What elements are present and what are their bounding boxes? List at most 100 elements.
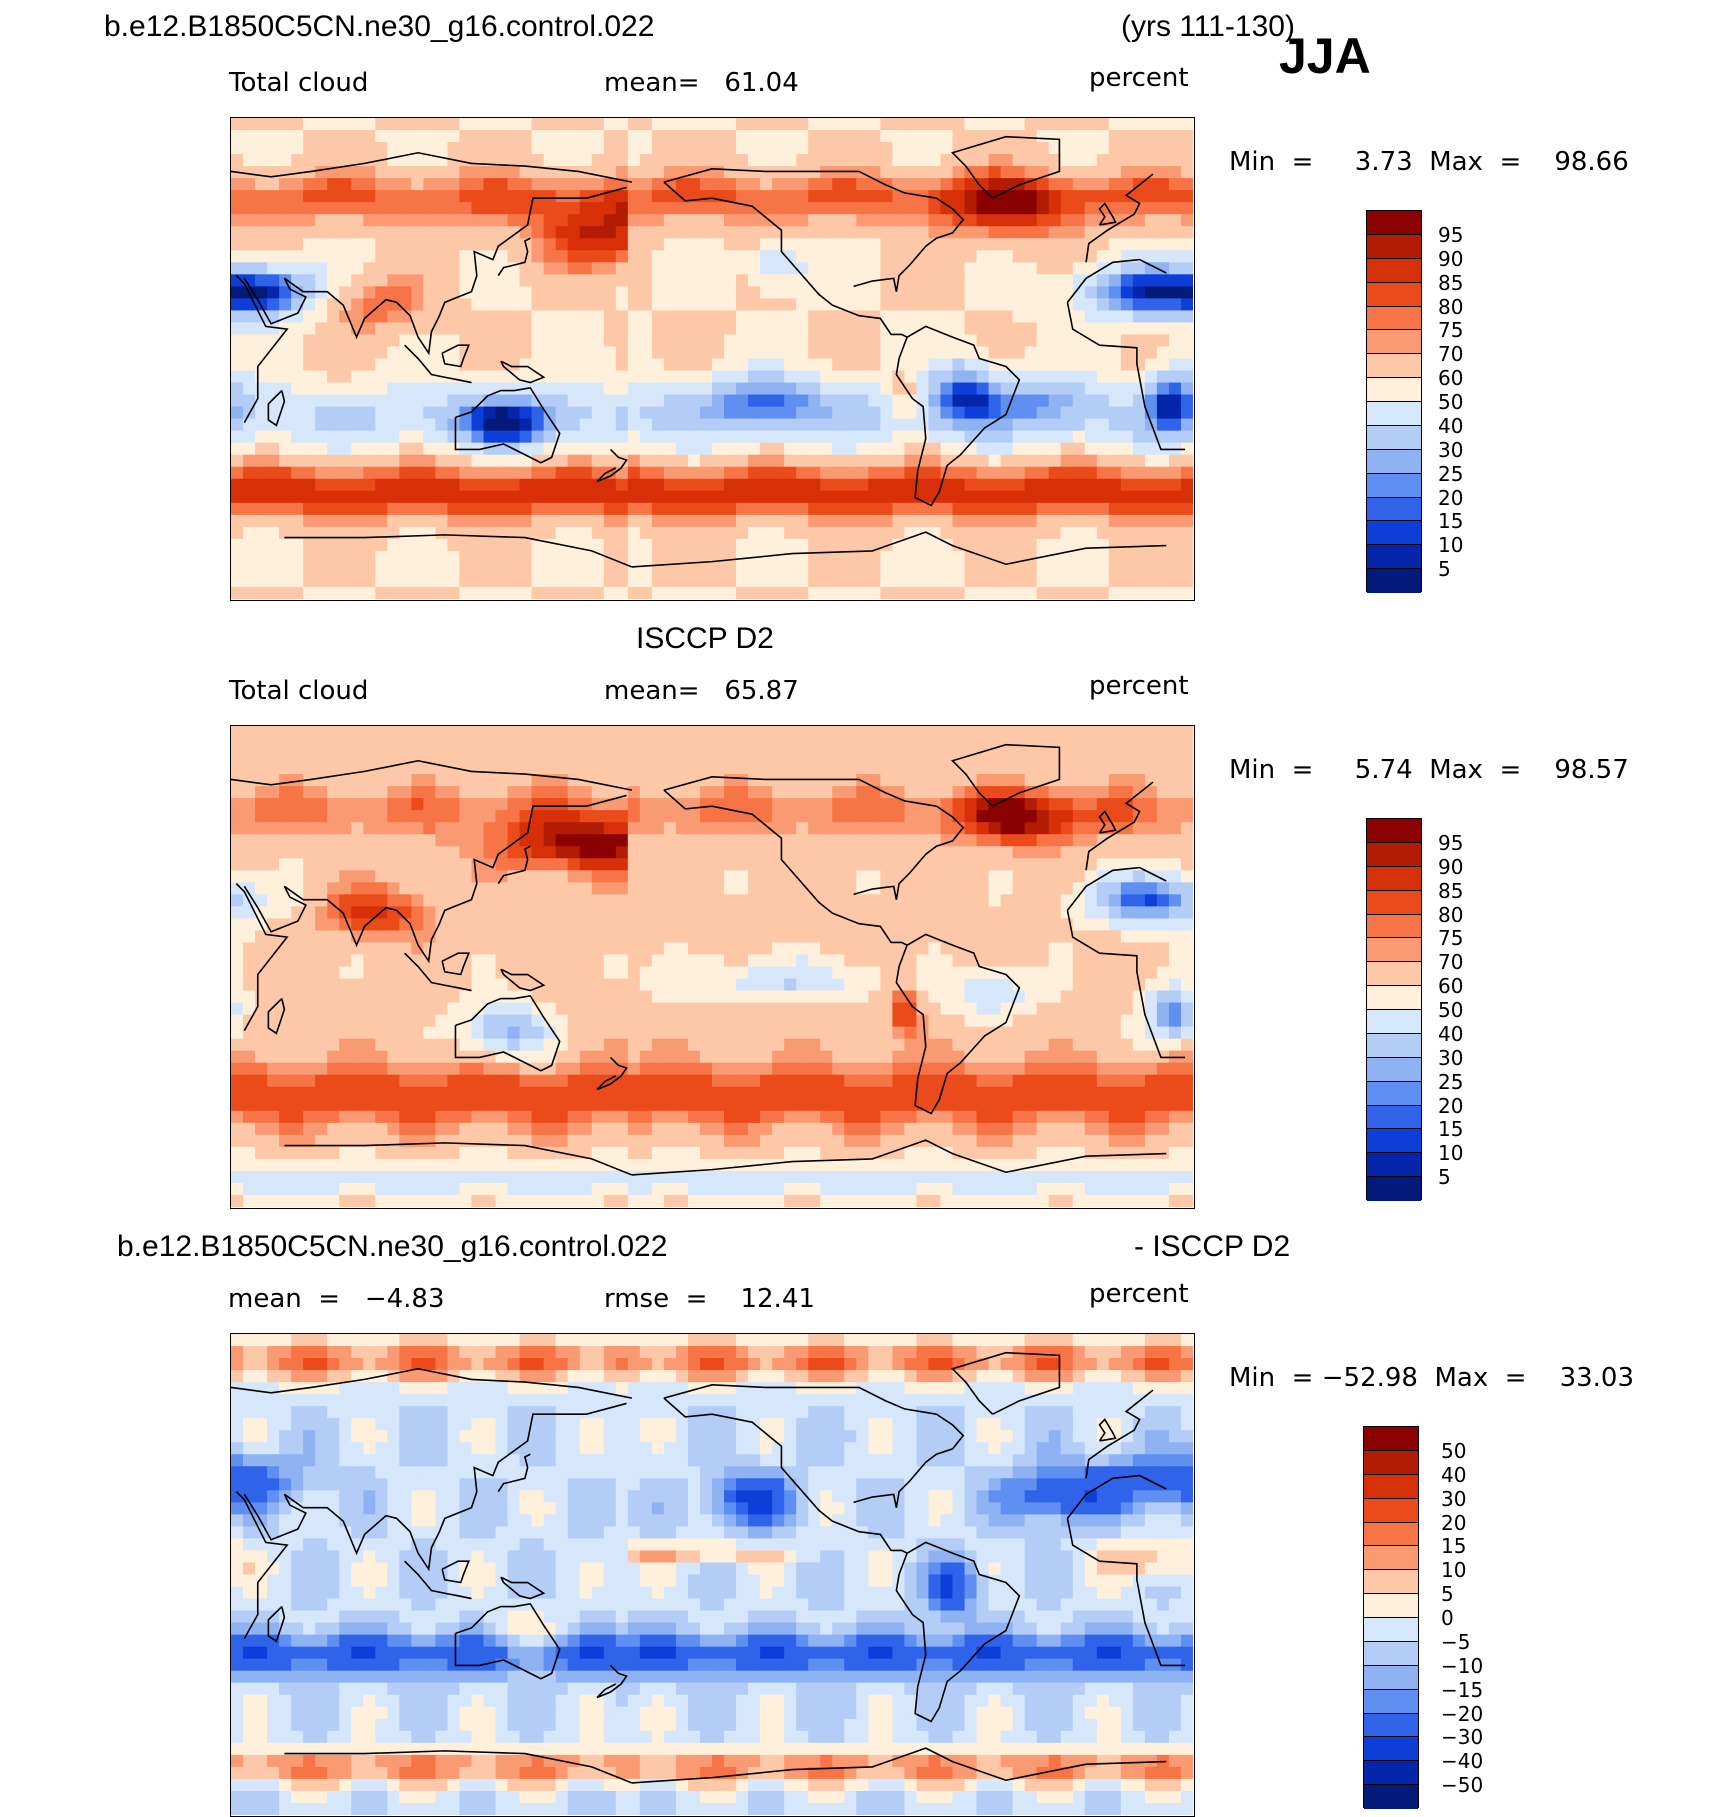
field-cell [363, 979, 376, 992]
field-cell [411, 882, 424, 895]
field-cell [1025, 918, 1038, 931]
field-cell [1073, 587, 1086, 599]
field-cell [940, 575, 953, 588]
field-cell [1025, 858, 1038, 871]
field-cell [844, 906, 857, 919]
field-cell [423, 383, 436, 396]
field-cell [1025, 894, 1038, 907]
field-cell [796, 539, 809, 552]
field-cell [688, 491, 701, 504]
field-cell [784, 954, 797, 967]
field-cell [953, 467, 966, 480]
field-cell [1181, 178, 1193, 191]
field-cell [592, 419, 605, 432]
field-cell [652, 419, 665, 432]
field-cell [399, 587, 412, 599]
field-cell [315, 786, 328, 799]
field-cell [1073, 310, 1086, 323]
field-cell [640, 226, 653, 239]
field-cell [965, 118, 978, 131]
field-cell [844, 166, 857, 179]
field-cell [664, 431, 677, 444]
field-cell [1061, 870, 1074, 883]
field-cell [652, 834, 665, 847]
field-cell [820, 395, 833, 408]
field-cell [928, 967, 941, 980]
field-cell [291, 587, 304, 599]
field-cell [532, 431, 545, 444]
field-cell [339, 942, 352, 955]
field-cell [928, 202, 941, 215]
field-cell [953, 882, 966, 895]
field-cell [1025, 930, 1038, 943]
field-cell [628, 798, 641, 811]
field-cell [339, 190, 352, 203]
field-cell [532, 798, 545, 811]
field-cell [255, 503, 268, 516]
field-cell [1145, 130, 1158, 143]
field-cell [556, 822, 569, 835]
field-cell [1049, 822, 1062, 835]
field-cell [255, 250, 268, 263]
field-cell [652, 286, 665, 299]
field-cell [1157, 858, 1170, 871]
field-cell [556, 954, 569, 967]
field-cell [520, 142, 533, 155]
field-cell [628, 443, 641, 456]
field-cell [339, 419, 352, 432]
field-cell [1145, 575, 1158, 588]
field-cell [700, 286, 713, 299]
field-cell [544, 587, 557, 599]
field-cell [965, 226, 978, 239]
field-cell [556, 383, 569, 396]
field-cell [508, 130, 521, 143]
field-cell [736, 786, 749, 799]
field-cell [435, 395, 448, 408]
field-cell [496, 419, 509, 432]
field-cell [928, 918, 941, 931]
field-cell [363, 726, 376, 739]
field-cell [423, 491, 436, 504]
field-cell [844, 395, 857, 408]
field-cell [520, 491, 533, 504]
field-cell [1061, 178, 1074, 191]
field-cell [892, 262, 905, 275]
field-cell [303, 882, 316, 895]
field-cell [1169, 906, 1182, 919]
field-cell [1121, 455, 1134, 468]
field-cell [808, 527, 821, 540]
field-cell [1049, 383, 1062, 396]
panel1-colorbar-label: 30 [1438, 438, 1463, 462]
field-cell [375, 395, 388, 408]
field-cell [255, 738, 268, 751]
field-cell [1073, 906, 1086, 919]
field-cell [363, 930, 376, 943]
field-cell [940, 762, 953, 775]
field-cell [989, 443, 1002, 456]
field-cell [856, 238, 869, 251]
field-cell [1037, 798, 1050, 811]
field-cell [676, 954, 689, 967]
field-cell [736, 858, 749, 871]
field-cell [604, 882, 617, 895]
field-cell [664, 918, 677, 931]
field-cell [484, 906, 497, 919]
field-cell [508, 166, 521, 179]
field-cell [592, 539, 605, 552]
field-cell [568, 286, 581, 299]
panel1-map [230, 117, 1195, 601]
field-cell [748, 786, 761, 799]
field-cell [1073, 491, 1086, 504]
field-cell [303, 431, 316, 444]
field-cell [1145, 334, 1158, 347]
field-cell [399, 906, 412, 919]
field-cell [399, 551, 412, 564]
field-cell [1181, 334, 1193, 347]
field-cell [339, 954, 352, 967]
field-cell [303, 274, 316, 287]
field-cell [1157, 286, 1170, 299]
field-cell [1013, 298, 1026, 311]
field-cell [243, 810, 256, 823]
field-cell [243, 930, 256, 943]
field-cell [640, 551, 653, 564]
